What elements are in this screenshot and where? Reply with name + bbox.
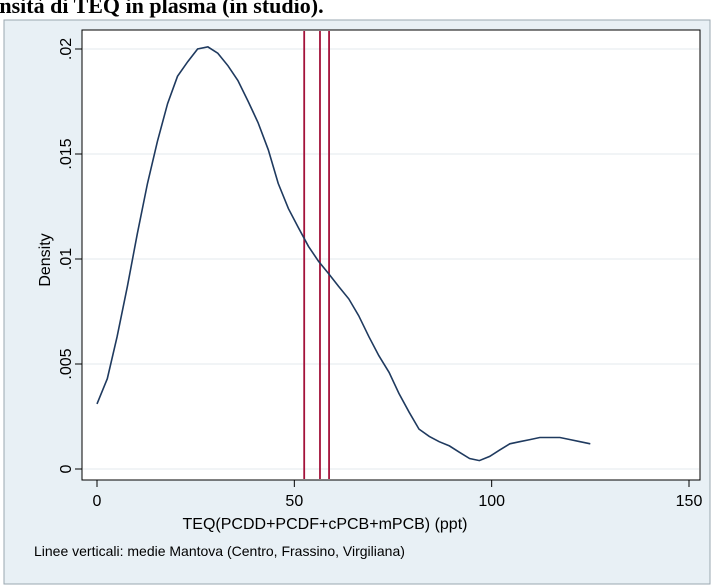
x-tick-label: 100 <box>478 493 505 510</box>
y-axis: 0 .005 .01 .015 .02 <box>58 38 82 473</box>
reference-lines <box>303 31 330 479</box>
y-tick-label: .01 <box>58 248 75 270</box>
y-tick-label: .015 <box>58 138 75 169</box>
x-tick-label: 0 <box>93 493 102 510</box>
gridlines <box>83 48 699 470</box>
x-tick-label: 150 <box>676 493 703 510</box>
chart-note: Linee verticali: medie Mantova (Centro, … <box>34 543 405 559</box>
y-tick-label: 0 <box>58 464 75 473</box>
x-axis-label: TEQ(PCDD+PCDF+cPCB+mPCB) (ppt) <box>183 516 468 533</box>
y-tick-label: .02 <box>58 38 75 60</box>
plot-area <box>81 29 701 481</box>
density-curve <box>96 46 591 462</box>
y-axis-label: Density <box>37 233 54 286</box>
header-fragment: le densità di TEQ in plasma (in studio). <box>0 0 324 18</box>
x-axis: 0 50 100 150 <box>93 480 703 510</box>
x-tick-label: 50 <box>285 493 303 510</box>
y-tick-label: .005 <box>58 348 75 379</box>
